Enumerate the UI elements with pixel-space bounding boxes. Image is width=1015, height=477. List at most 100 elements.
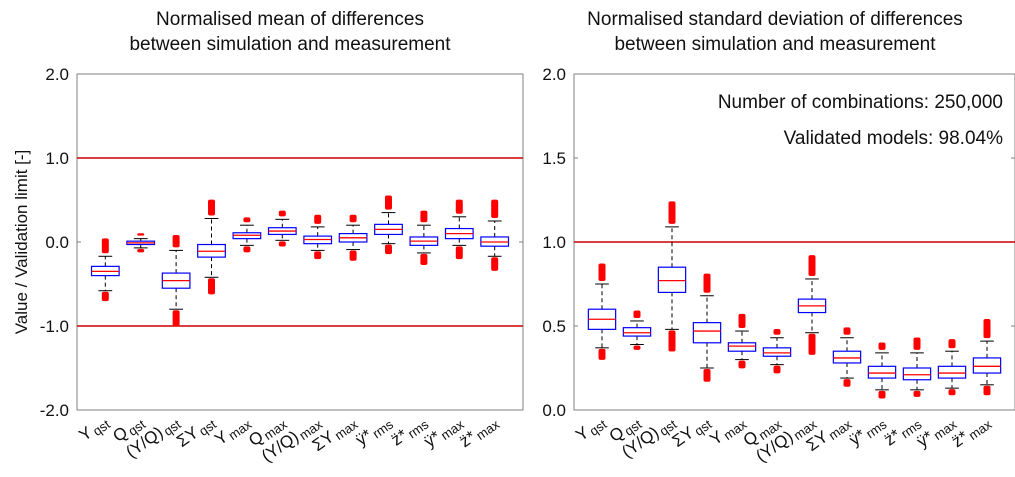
outliers-upper <box>208 199 216 216</box>
box-1 <box>587 263 617 360</box>
outliers-upper <box>773 329 781 335</box>
outliers-lower <box>208 278 216 295</box>
outliers-lower <box>738 360 746 369</box>
outliers-lower <box>773 365 781 374</box>
y-tick-label: 2.0 <box>45 65 69 84</box>
box-iqr <box>937 365 967 379</box>
outliers-lower <box>314 251 322 260</box>
outliers-upper <box>384 195 392 210</box>
chart2: 2.0 1.5 1.0 0.5 0.0 Number of combinations: 2… <box>542 65 1015 466</box>
outliers-upper <box>455 199 463 214</box>
outliers-lower <box>172 310 180 327</box>
box-iqr <box>692 322 722 344</box>
outliers-lower <box>137 248 145 253</box>
box-iqr <box>902 367 932 381</box>
chart1: 2.0 1.0 0.0 -1.0 -2.0 Value / Validation limi… <box>12 65 524 466</box>
outliers-upper <box>808 255 816 276</box>
outliers-upper <box>703 273 711 293</box>
y-tick-label: 1.5 <box>542 149 566 168</box>
x-tick-label: Yqst <box>572 411 609 446</box>
outliers-lower <box>843 379 851 387</box>
box-1 <box>90 238 120 302</box>
outliers-upper <box>137 233 145 236</box>
outliers-lower <box>983 385 991 396</box>
box-iqr <box>727 342 757 352</box>
outliers-upper <box>243 217 251 223</box>
box-iqr <box>867 365 897 379</box>
x-tick-label: z̈*max <box>948 411 995 452</box>
outliers-upper <box>948 339 956 349</box>
outliers-lower <box>948 389 956 396</box>
y-tick-label: -1.0 <box>40 317 69 336</box>
outliers-upper <box>491 199 499 218</box>
outliers-upper <box>101 238 109 254</box>
box-11 <box>937 339 967 396</box>
box-2 <box>622 310 652 350</box>
box-3 <box>657 201 687 352</box>
outliers-upper <box>738 313 746 329</box>
chart1-title-line1: Normalised mean of differences <box>156 9 424 30</box>
box-5 <box>727 313 757 369</box>
outliers-lower <box>278 241 286 247</box>
x-tick-label-sub: max <box>473 416 502 443</box>
box-iqr <box>657 266 687 294</box>
box-4 <box>692 273 722 382</box>
x-tick-label: z̈*max <box>456 411 503 452</box>
x-tick-label: Yqst <box>76 411 113 446</box>
outliers-upper <box>420 210 428 223</box>
box-4 <box>197 199 226 295</box>
y-tick-label: 0.5 <box>542 317 566 336</box>
x-tick-label-sub: max <box>966 416 995 443</box>
chart2-title-line2: between simulation and measurement <box>614 34 936 55</box>
box-11 <box>444 199 474 260</box>
outliers-upper <box>983 318 991 339</box>
box-3 <box>161 234 191 327</box>
box-8 <box>338 214 368 261</box>
box-iqr <box>832 350 862 364</box>
outliers-lower <box>598 348 606 360</box>
outliers-lower <box>633 345 641 350</box>
chart2-title-line1: Normalised standard deviation of differe… <box>587 9 963 30</box>
outliers-lower <box>878 390 886 399</box>
box-12 <box>972 318 1002 396</box>
outliers-upper <box>913 337 921 350</box>
outliers-upper <box>843 327 851 335</box>
box-12 <box>480 199 510 271</box>
annotation-text: Number of combinations: 250,000 <box>718 92 1003 113</box>
outliers-upper <box>314 214 322 224</box>
box-9 <box>867 342 897 399</box>
box-5 <box>232 217 262 253</box>
box-8 <box>832 327 862 387</box>
outliers-lower <box>668 330 676 352</box>
y-tick-label: 2.0 <box>542 65 566 84</box>
outliers-lower <box>491 257 499 271</box>
y-tick-label: 1.0 <box>542 233 566 252</box>
outliers-upper <box>278 210 286 217</box>
outliers-lower <box>703 369 711 382</box>
box-6 <box>762 329 792 374</box>
chart1-title-line2: between simulation and measurement <box>129 34 451 55</box>
box-7 <box>303 214 333 260</box>
x-tick-label: Ymax <box>211 411 255 450</box>
outliers-lower <box>420 253 428 265</box>
box-10 <box>902 337 932 397</box>
outliers-lower <box>349 250 357 261</box>
outliers-lower <box>808 333 816 355</box>
box-7 <box>797 255 827 355</box>
y-tick-label: 0.0 <box>542 401 566 420</box>
box-6 <box>267 210 297 247</box>
outliers-upper <box>633 310 641 318</box>
box-iqr <box>972 357 1002 374</box>
outliers-lower <box>101 291 109 302</box>
outliers-lower <box>455 246 463 260</box>
y-axis-label: Value / Validation limit [-] <box>12 150 31 335</box>
outliers-upper <box>349 214 357 223</box>
box-2 <box>126 233 156 253</box>
annotation-text: Validated models: 98.04% <box>784 128 1003 149</box>
outliers-upper <box>598 263 606 281</box>
outliers-upper <box>172 234 180 248</box>
outliers-upper <box>878 342 886 350</box>
outliers-lower <box>243 246 251 253</box>
box-iqr <box>622 327 652 337</box>
